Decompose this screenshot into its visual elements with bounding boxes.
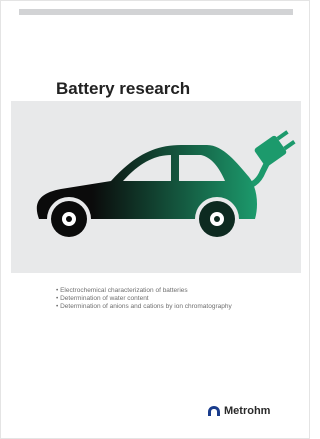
brochure-cover: Battery research Electrochemical charact…	[0, 0, 310, 439]
top-bar	[19, 9, 293, 15]
logo: Metrohm	[207, 405, 270, 417]
bullet-list: Electrochemical characterization of batt…	[56, 287, 256, 311]
car-illustration	[11, 101, 301, 273]
logo-text: Metrohm	[224, 405, 270, 417]
bullet-item: Determination of water content	[56, 295, 256, 303]
logo-mark	[207, 406, 221, 416]
bullet-item: Determination of anions and cations by i…	[56, 303, 256, 311]
bullet-item: Electrochemical characterization of batt…	[56, 287, 256, 295]
cover-title: Battery research	[56, 79, 190, 99]
page-root: Battery research Electrochemical charact…	[0, 0, 310, 439]
